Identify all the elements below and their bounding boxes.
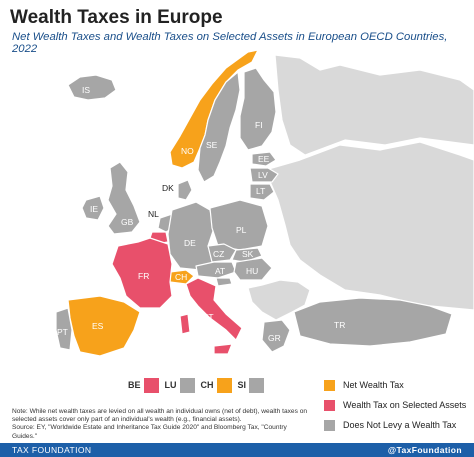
country-russia-north <box>274 54 474 156</box>
country-ie <box>81 195 105 221</box>
footer-brand: TAX FOUNDATION <box>12 445 92 455</box>
map-title: Wealth Taxes in Europe <box>10 7 223 28</box>
country-fi <box>239 67 277 151</box>
map-legend: Net Wealth Tax Wealth Tax on Selected As… <box>324 375 472 435</box>
label-pl: PL <box>236 225 247 235</box>
small-state-swatch <box>249 377 265 393</box>
legend-label: Wealth Tax on Selected Assets <box>343 400 467 410</box>
country-pl <box>209 199 269 251</box>
country-se <box>197 71 241 183</box>
legend-item-net-wealth-tax: Net Wealth Tax <box>324 375 472 395</box>
label-pt: PT <box>57 327 68 337</box>
small-state-code: CH <box>200 380 214 390</box>
country-cz <box>207 243 237 263</box>
country-it-sicily <box>213 343 233 355</box>
label-hu: HU <box>246 266 258 276</box>
small-state-lu: LU <box>164 377 195 393</box>
country-tr <box>293 297 453 347</box>
small-state-ch: CH <box>200 377 232 393</box>
country-gr <box>261 319 291 353</box>
label-no: NO <box>181 146 194 156</box>
note-text: Note: While net wealth taxes are levied … <box>12 408 308 424</box>
country-no <box>169 50 259 169</box>
label-lv: LV <box>258 170 268 180</box>
legend-swatch <box>324 419 335 431</box>
label-is: IS <box>82 85 90 95</box>
small-states-legend: BE LU CH SI <box>128 377 270 393</box>
small-state-si: SI <box>237 377 265 393</box>
label-ch: CH <box>175 272 187 282</box>
country-hu <box>233 257 273 281</box>
label-gb: GB <box>121 217 134 227</box>
small-state-code: BE <box>128 380 141 390</box>
label-at: AT <box>215 266 225 276</box>
label-es: ES <box>92 321 104 331</box>
country-lv <box>249 167 279 183</box>
country-dk <box>177 179 193 201</box>
country-si <box>215 277 233 287</box>
label-se: SE <box>206 140 218 150</box>
label-dk: DK <box>162 183 174 193</box>
country-de <box>167 201 215 271</box>
country-it <box>185 277 243 341</box>
country-pt <box>55 307 73 351</box>
country-lt <box>249 183 275 201</box>
country-gb <box>107 161 141 235</box>
label-ie: IE <box>90 204 98 214</box>
country-balkans <box>247 279 311 321</box>
map-subtitle: Net Wealth Taxes and Wealth Taxes on Sel… <box>12 31 448 55</box>
legend-label: Does Not Levy a Wealth Tax <box>343 420 457 430</box>
small-state-code: SI <box>237 380 247 390</box>
label-it: IT <box>206 312 214 322</box>
country-it-sardinia <box>179 313 191 335</box>
label-lt: LT <box>256 186 265 196</box>
country-is <box>67 74 117 101</box>
europe-map: IS NO SE FI EE LV LT DK IE GB NL DE PL C… <box>55 50 474 357</box>
map-notes: Note: While net wealth taxes are levied … <box>12 408 312 441</box>
country-fr <box>111 237 173 309</box>
label-cz: CZ <box>213 249 224 259</box>
small-state-code: LU <box>164 380 177 390</box>
legend-label: Net Wealth Tax <box>343 380 404 390</box>
label-fi: FI <box>255 120 263 130</box>
label-nl: NL <box>148 209 159 219</box>
label-tr: TR <box>334 320 345 330</box>
label-de: DE <box>184 238 196 248</box>
label-gr: GR <box>268 333 281 343</box>
country-es <box>67 295 141 357</box>
small-state-swatch <box>143 377 159 393</box>
legend-item-selected-assets: Wealth Tax on Selected Assets <box>324 395 472 415</box>
legend-item-no-wealth-tax: Does Not Levy a Wealth Tax <box>324 415 472 435</box>
footer-twitter-link[interactable]: @TaxFoundation <box>387 445 462 455</box>
label-sk: SK <box>242 249 254 259</box>
small-state-be: BE <box>128 377 159 393</box>
small-state-swatch <box>216 377 232 393</box>
footer-bar: TAX FOUNDATION @TaxFoundation <box>0 443 474 457</box>
source-text: Source: EY, "Worldwide Estate and Inheri… <box>12 424 287 440</box>
country-ee <box>251 151 277 167</box>
small-state-swatch <box>179 377 195 393</box>
legend-swatch <box>324 379 335 391</box>
legend-swatch <box>324 399 335 411</box>
label-ee: EE <box>258 154 270 164</box>
label-fr: FR <box>138 271 149 281</box>
